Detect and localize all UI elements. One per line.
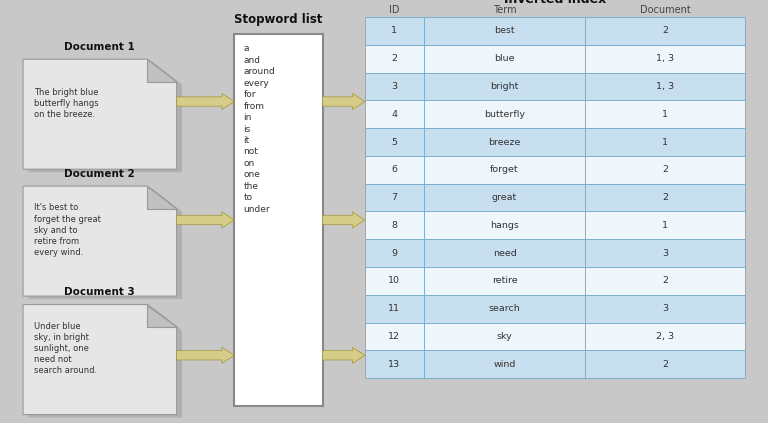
Text: 4: 4 — [391, 110, 397, 119]
Bar — [365, 17, 745, 45]
Text: 1: 1 — [662, 137, 668, 146]
Bar — [365, 184, 745, 212]
Polygon shape — [28, 189, 182, 299]
Text: breeze: breeze — [488, 137, 521, 146]
FancyArrow shape — [323, 93, 365, 110]
Text: Term: Term — [493, 5, 516, 15]
Bar — [365, 351, 745, 378]
Text: 5: 5 — [391, 137, 397, 146]
Polygon shape — [147, 305, 177, 327]
Text: 3: 3 — [662, 304, 668, 313]
Text: 11: 11 — [389, 304, 400, 313]
Text: 9: 9 — [391, 249, 397, 258]
Text: Inverted index: Inverted index — [504, 0, 606, 6]
Bar — [365, 295, 745, 323]
Bar — [365, 267, 745, 295]
Text: blue: blue — [495, 54, 515, 63]
Text: It's best to
forget the great
sky and to
retire from
every wind.: It's best to forget the great sky and to… — [34, 203, 101, 257]
Text: need: need — [492, 249, 516, 258]
Bar — [365, 156, 745, 184]
Bar — [365, 45, 745, 72]
FancyArrow shape — [323, 212, 365, 228]
Bar — [365, 128, 745, 156]
Bar — [234, 34, 323, 406]
Text: great: great — [492, 193, 517, 202]
Polygon shape — [28, 308, 182, 418]
Text: 13: 13 — [388, 360, 400, 369]
Text: retire: retire — [492, 277, 518, 286]
FancyArrow shape — [177, 347, 234, 363]
Polygon shape — [23, 186, 177, 296]
Text: butterfly: butterfly — [484, 110, 525, 119]
Text: 3: 3 — [391, 82, 397, 91]
Text: 3: 3 — [662, 249, 668, 258]
Text: Under blue
sky, in bright
sunlight, one
need not
search around.: Under blue sky, in bright sunlight, one … — [34, 322, 97, 375]
Text: 7: 7 — [391, 193, 397, 202]
Text: 10: 10 — [389, 277, 400, 286]
Text: 1, 3: 1, 3 — [656, 54, 674, 63]
Text: search: search — [488, 304, 521, 313]
Bar — [365, 100, 745, 128]
Text: Stopword list: Stopword list — [234, 13, 323, 26]
Text: 2: 2 — [662, 193, 668, 202]
Polygon shape — [147, 186, 177, 209]
Text: 1: 1 — [391, 26, 397, 35]
Text: The bright blue
butterfly hangs
on the breeze.: The bright blue butterfly hangs on the b… — [34, 88, 98, 119]
Text: 1: 1 — [662, 221, 668, 230]
Text: Document 2: Document 2 — [65, 168, 135, 179]
Text: 2: 2 — [662, 26, 668, 35]
Text: ID: ID — [389, 5, 399, 15]
FancyArrow shape — [323, 347, 365, 363]
Text: a
and
around
every
for
from
in
is
it
not
on
one
the
to
under: a and around every for from in is it not… — [243, 44, 275, 214]
Polygon shape — [28, 62, 182, 172]
Text: Document 1: Document 1 — [65, 41, 135, 52]
Text: sky: sky — [497, 332, 512, 341]
Bar — [365, 212, 745, 239]
Text: 8: 8 — [391, 221, 397, 230]
Text: 1: 1 — [662, 110, 668, 119]
Text: 2: 2 — [662, 360, 668, 369]
Text: Document: Document — [640, 5, 690, 15]
Polygon shape — [147, 59, 177, 82]
Text: best: best — [494, 26, 515, 35]
Text: bright: bright — [490, 82, 518, 91]
Text: forget: forget — [490, 165, 519, 174]
Text: hangs: hangs — [490, 221, 519, 230]
FancyArrow shape — [177, 212, 234, 228]
Text: 2, 3: 2, 3 — [656, 332, 674, 341]
FancyArrow shape — [177, 93, 234, 110]
Text: Document 3: Document 3 — [65, 287, 135, 297]
Bar — [365, 323, 745, 351]
Bar — [365, 239, 745, 267]
Text: 2: 2 — [662, 277, 668, 286]
Text: 1, 3: 1, 3 — [656, 82, 674, 91]
Text: wind: wind — [493, 360, 515, 369]
Text: 2: 2 — [391, 54, 397, 63]
Text: 12: 12 — [389, 332, 400, 341]
Text: 2: 2 — [662, 165, 668, 174]
Polygon shape — [23, 59, 177, 169]
Text: 6: 6 — [391, 165, 397, 174]
Polygon shape — [23, 305, 177, 415]
Bar — [365, 72, 745, 100]
